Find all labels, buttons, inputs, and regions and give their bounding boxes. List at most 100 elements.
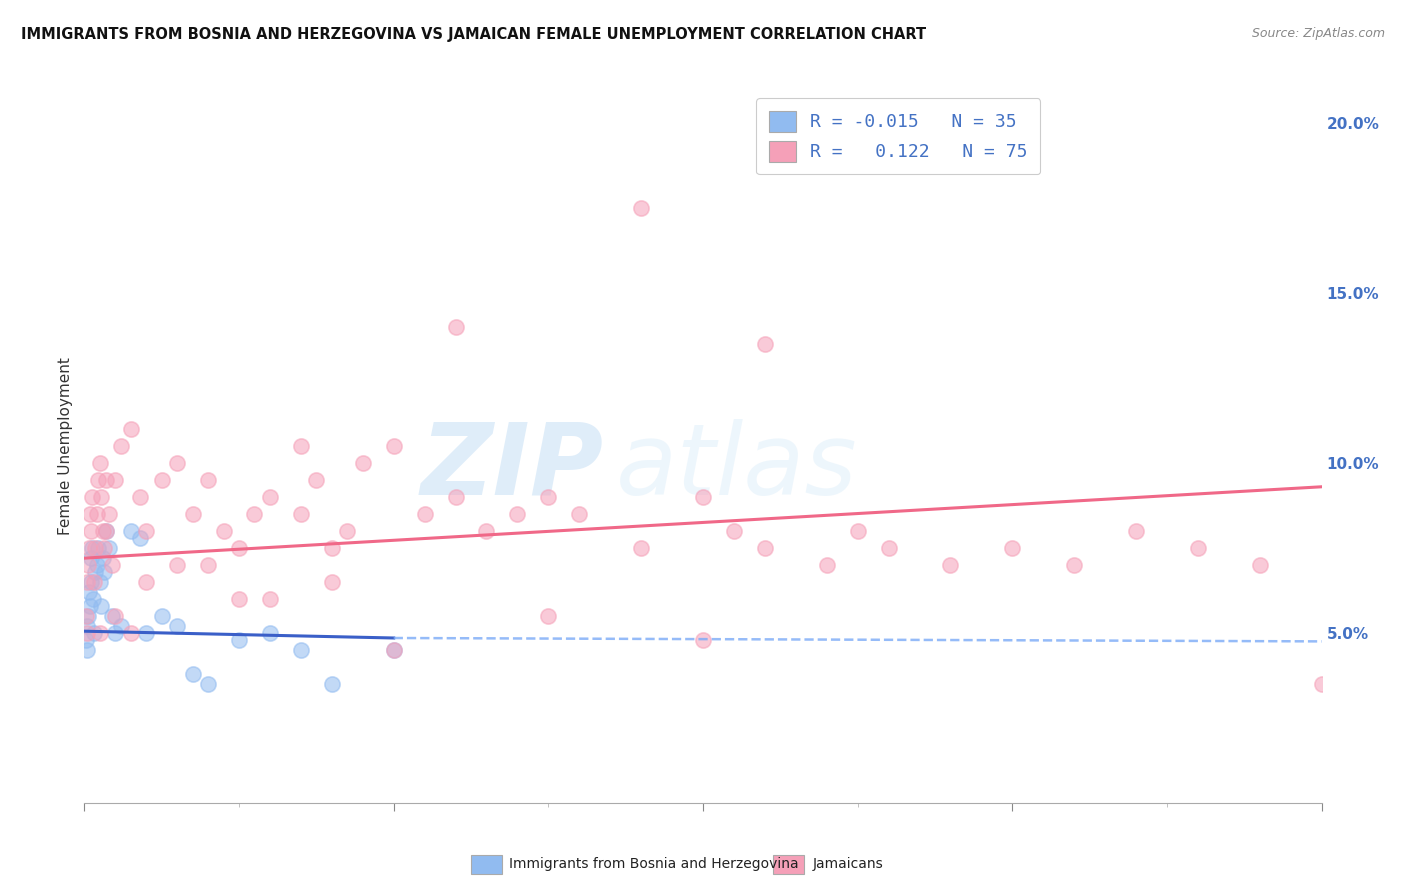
Point <box>166 456 188 470</box>
Point <box>86 558 108 572</box>
Point <box>110 439 132 453</box>
Point <box>166 558 188 572</box>
Point <box>79 551 101 566</box>
Point <box>723 524 745 538</box>
Point <box>76 643 98 657</box>
Point <box>1125 524 1147 538</box>
Point <box>259 490 281 504</box>
Point <box>129 531 152 545</box>
Point <box>181 507 204 521</box>
Point <box>120 422 142 436</box>
Point <box>77 541 100 555</box>
Point <box>90 490 112 504</box>
Point <box>93 565 115 579</box>
Point <box>444 490 467 504</box>
Point <box>197 558 219 572</box>
Point <box>290 439 312 453</box>
Point <box>1063 558 1085 572</box>
Point <box>321 677 343 691</box>
Point <box>79 524 101 538</box>
Point <box>76 574 98 589</box>
Point <box>382 439 405 453</box>
Point <box>815 558 838 572</box>
Point <box>228 632 250 647</box>
Point <box>135 574 157 589</box>
Point <box>537 608 560 623</box>
Point <box>104 608 127 623</box>
Point <box>89 456 111 470</box>
Point <box>630 541 652 555</box>
Point <box>94 524 117 538</box>
Point <box>846 524 869 538</box>
Point <box>228 591 250 606</box>
Point <box>305 473 328 487</box>
Point <box>692 632 714 647</box>
Point <box>77 558 100 572</box>
Point <box>129 490 152 504</box>
Point <box>84 541 107 555</box>
Point <box>98 541 121 555</box>
Point <box>79 507 101 521</box>
Point <box>877 541 900 555</box>
Point <box>87 473 110 487</box>
Point <box>692 490 714 504</box>
Point <box>754 337 776 351</box>
Point <box>82 490 104 504</box>
Point <box>77 585 100 599</box>
Point <box>630 201 652 215</box>
Point <box>75 608 97 623</box>
Point <box>150 473 173 487</box>
Point <box>1310 677 1333 691</box>
Point <box>91 551 114 566</box>
Point <box>79 599 101 613</box>
Point <box>94 473 117 487</box>
Text: Source: ZipAtlas.com: Source: ZipAtlas.com <box>1251 27 1385 40</box>
Point <box>104 626 127 640</box>
Point <box>181 666 204 681</box>
Point <box>537 490 560 504</box>
Legend: R = -0.015   N = 35, R =   0.122   N = 75: R = -0.015 N = 35, R = 0.122 N = 75 <box>756 98 1040 174</box>
Point <box>86 507 108 521</box>
Text: Immigrants from Bosnia and Herzegovina: Immigrants from Bosnia and Herzegovina <box>509 857 799 871</box>
Point <box>212 524 235 538</box>
Point <box>754 541 776 555</box>
Point <box>89 574 111 589</box>
Point <box>93 541 115 555</box>
Point <box>89 626 111 640</box>
Point <box>110 619 132 633</box>
Point <box>1001 541 1024 555</box>
Point <box>228 541 250 555</box>
Point <box>197 677 219 691</box>
Point <box>75 632 97 647</box>
Point <box>259 591 281 606</box>
Point <box>290 507 312 521</box>
Point <box>101 558 124 572</box>
Point <box>321 541 343 555</box>
Text: atlas: atlas <box>616 419 858 516</box>
Point <box>506 507 529 521</box>
Point <box>321 574 343 589</box>
Point <box>243 507 266 521</box>
Point <box>91 524 114 538</box>
Point <box>382 643 405 657</box>
Point <box>444 320 467 334</box>
Point <box>336 524 359 538</box>
Text: Jamaicans: Jamaicans <box>813 857 883 871</box>
Point <box>104 473 127 487</box>
Point <box>413 507 436 521</box>
Point <box>568 507 591 521</box>
Point <box>475 524 498 538</box>
Point <box>76 619 98 633</box>
Point <box>87 541 110 555</box>
Point <box>150 608 173 623</box>
Point <box>120 524 142 538</box>
Point <box>84 565 107 579</box>
Point <box>259 626 281 640</box>
Point <box>76 626 98 640</box>
Text: IMMIGRANTS FROM BOSNIA AND HERZEGOVINA VS JAMAICAN FEMALE UNEMPLOYMENT CORRELATI: IMMIGRANTS FROM BOSNIA AND HERZEGOVINA V… <box>21 27 927 42</box>
Point <box>120 626 142 640</box>
Point <box>166 619 188 633</box>
Point <box>135 626 157 640</box>
Point <box>82 541 104 555</box>
Point <box>135 524 157 538</box>
